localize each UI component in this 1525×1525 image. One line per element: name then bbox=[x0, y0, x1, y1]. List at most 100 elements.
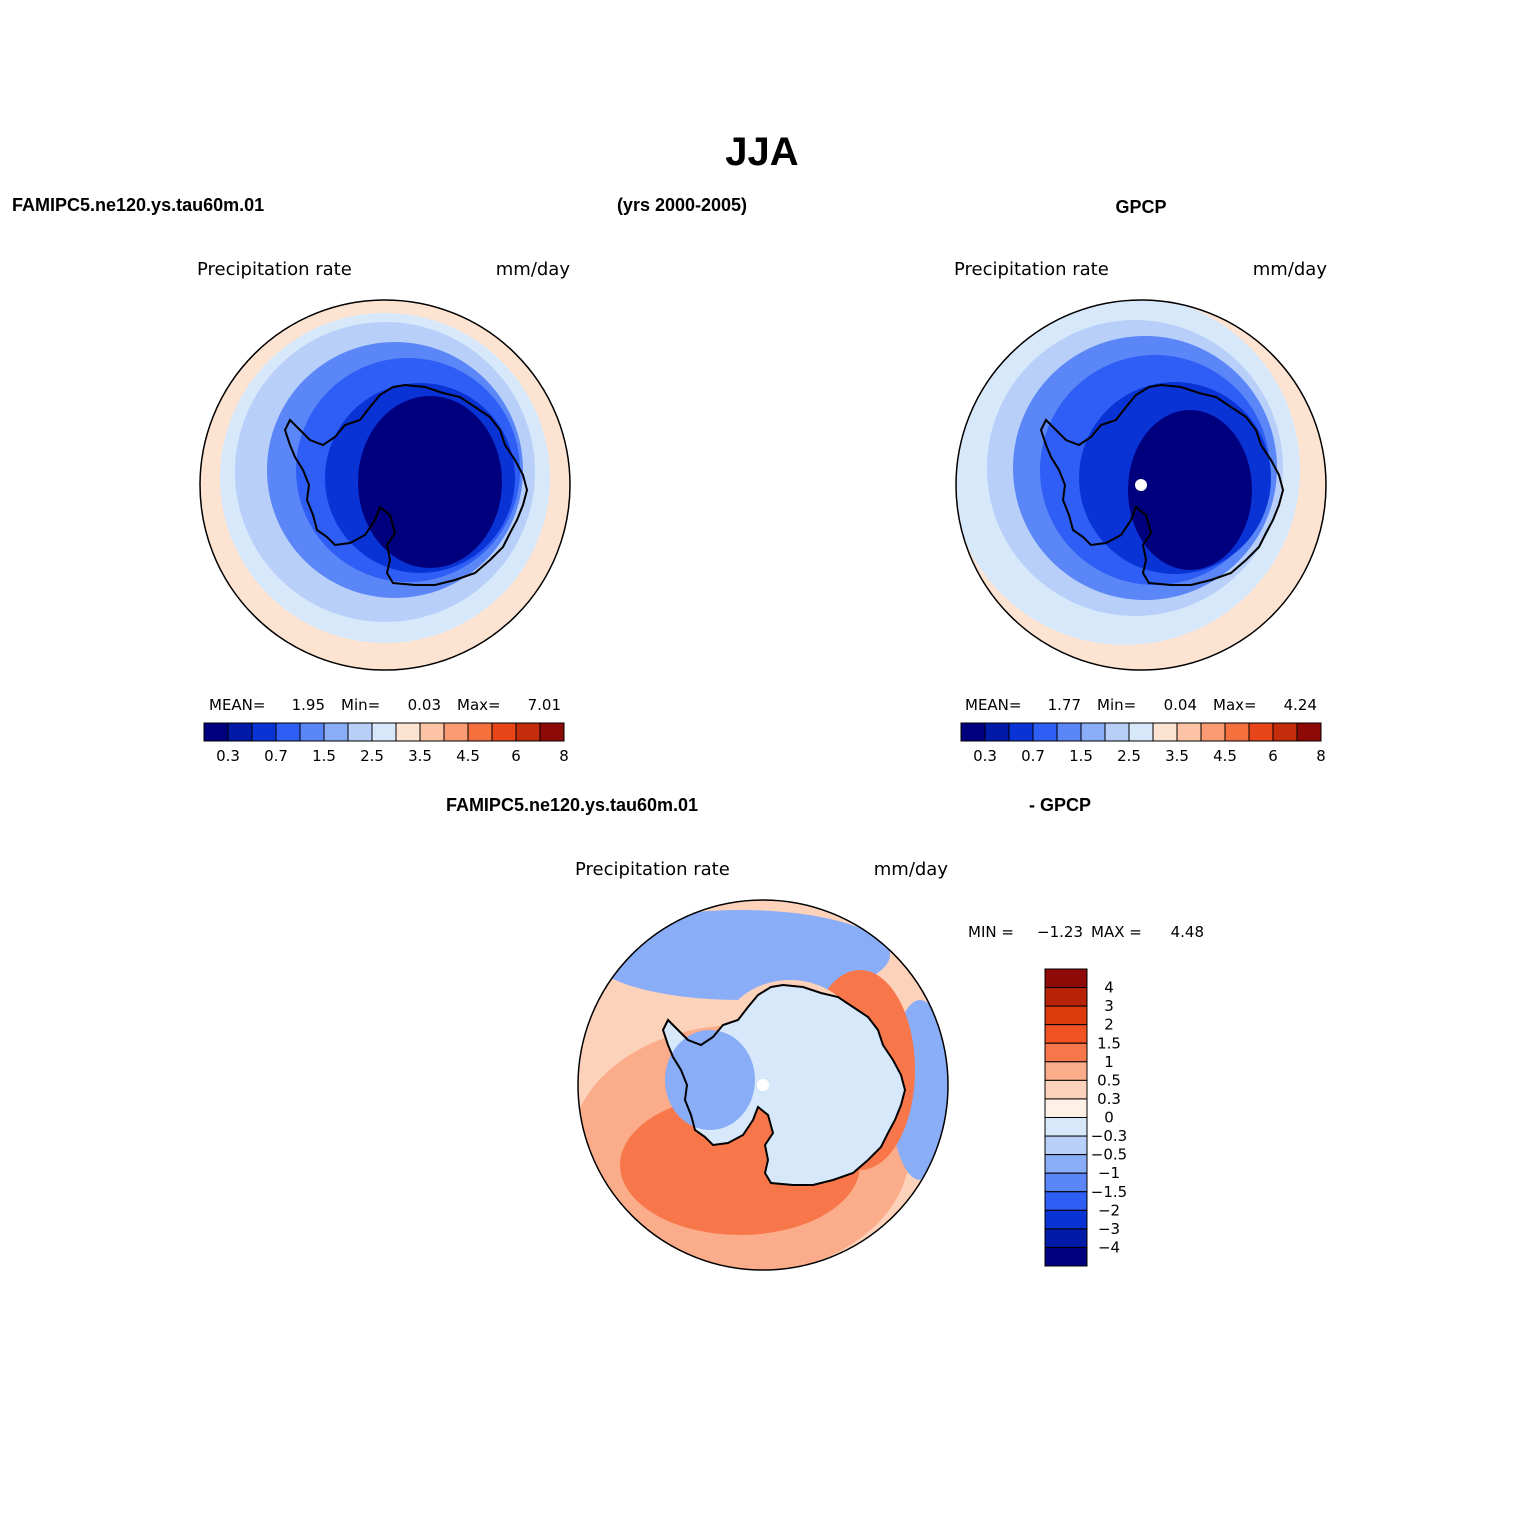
colorbar-swatch bbox=[539, 722, 565, 742]
colorbar-swatch bbox=[1044, 1191, 1088, 1211]
polar-map-difference bbox=[578, 900, 948, 1270]
max-label: Max= bbox=[1213, 696, 1257, 714]
colorbar-tick-label: 8 bbox=[1316, 747, 1326, 765]
colorbar-swatch bbox=[984, 722, 1010, 742]
units-label: mm/day bbox=[1253, 259, 1328, 280]
minmax-line: MIN = −1.23 MAX = 4.48 bbox=[968, 923, 1204, 941]
colorbar-swatch bbox=[491, 722, 517, 742]
colorbar-swatch bbox=[960, 722, 986, 742]
colorbar-tick-label: 0.5 bbox=[1097, 1071, 1121, 1089]
colorbar-swatch bbox=[1044, 1209, 1088, 1230]
colorbar-tick-label: 1.5 bbox=[1069, 747, 1093, 765]
units-label: mm/day bbox=[874, 859, 949, 880]
polar-map-model bbox=[200, 300, 570, 670]
case-name-top-left: FAMIPC5.ne120.ys.tau60m.01 bbox=[12, 195, 264, 215]
colorbar-tick-label: 0 bbox=[1104, 1109, 1114, 1127]
colorbar-swatch bbox=[1044, 1061, 1088, 1081]
mean-value: 1.77 bbox=[1048, 696, 1081, 714]
colorbar-tick-label: 2 bbox=[1104, 1016, 1114, 1034]
colorbar-top-left: 0.3 0.7 1.5 2.5 3.5 4.5 6 8 bbox=[203, 722, 569, 765]
max-label: Max= bbox=[457, 696, 501, 714]
colorbar-swatch bbox=[1044, 1024, 1088, 1044]
contour-fill bbox=[665, 1030, 755, 1130]
colorbar-swatch bbox=[1044, 1042, 1088, 1063]
map-border bbox=[199, 299, 571, 671]
colorbar-tick-label: −1 bbox=[1098, 1164, 1120, 1182]
years-label: (yrs 2000-2005) bbox=[617, 195, 747, 215]
colorbar-tick-label: 2.5 bbox=[360, 747, 384, 765]
colorbar-swatch bbox=[1152, 722, 1178, 742]
colorbar-swatch bbox=[1128, 722, 1154, 742]
colorbar-swatch bbox=[1296, 722, 1322, 742]
colorbar-swatch bbox=[1080, 722, 1106, 742]
colorbar-tick-label: −3 bbox=[1098, 1220, 1120, 1238]
colorbar-swatch bbox=[515, 722, 541, 742]
pole-marker bbox=[1135, 479, 1147, 491]
colorbar-swatch bbox=[1044, 1246, 1088, 1267]
colorbar-swatch bbox=[1044, 1005, 1088, 1026]
colorbar-swatch bbox=[467, 722, 493, 742]
colorbar-swatch bbox=[1248, 722, 1274, 742]
map-border bbox=[955, 299, 1327, 671]
colorbar-swatch bbox=[1056, 722, 1082, 742]
min-value: 0.03 bbox=[408, 696, 441, 714]
max-value: 4.48 bbox=[1171, 923, 1204, 941]
max-value: 4.24 bbox=[1284, 696, 1317, 714]
colorbar-tick-label: 2.5 bbox=[1117, 747, 1141, 765]
colorbar-swatch bbox=[395, 722, 421, 742]
stats-line: MEAN= 1.95 Min= 0.03 Max= 7.01 bbox=[209, 696, 561, 714]
max-label: MAX = bbox=[1091, 923, 1142, 941]
min-label: Min= bbox=[341, 696, 380, 714]
colorbar-swatch bbox=[323, 722, 349, 742]
colorbar-tick-label: 0.3 bbox=[973, 747, 997, 765]
contour-fill bbox=[1128, 410, 1252, 570]
mean-value: 1.95 bbox=[292, 696, 325, 714]
colorbar-swatch bbox=[1176, 722, 1202, 742]
panel-bottom-difference: FAMIPC5.ne120.ys.tau60m.01 - GPCP Precip… bbox=[446, 795, 1204, 1271]
contour-fill bbox=[358, 396, 502, 568]
colorbar-swatch bbox=[299, 722, 325, 742]
colorbar-swatch bbox=[371, 722, 397, 742]
max-value: 7.01 bbox=[528, 696, 561, 714]
colorbar-swatch bbox=[1044, 1079, 1088, 1100]
colorbar-tick-label: 0.7 bbox=[264, 747, 288, 765]
colorbar-tick-label: −2 bbox=[1098, 1201, 1120, 1219]
colorbar-tick-label: 6 bbox=[511, 747, 521, 765]
colorbar-swatch bbox=[203, 722, 229, 742]
colorbar-swatch bbox=[1032, 722, 1058, 742]
panel-top-right: Precipitation rate mm/day MEAN= 1.77 Min… bbox=[954, 259, 1328, 765]
colorbar-swatch bbox=[1044, 1172, 1088, 1193]
variable-label: Precipitation rate bbox=[197, 259, 352, 280]
colorbar-swatch bbox=[443, 722, 469, 742]
case-name-top-right: GPCP bbox=[1115, 197, 1166, 217]
figure-title: JJA bbox=[725, 130, 798, 174]
colorbar-tick-label: 4 bbox=[1104, 979, 1114, 997]
colorbar-swatch bbox=[1104, 722, 1130, 742]
colorbar-tick-label: 4.5 bbox=[456, 747, 480, 765]
colorbar-tick-label: −4 bbox=[1098, 1238, 1120, 1256]
colorbar-swatch bbox=[1044, 1117, 1088, 1137]
colorbar-tick-label: 3.5 bbox=[1165, 747, 1189, 765]
min-label: MIN = bbox=[968, 923, 1014, 941]
mean-label: MEAN= bbox=[965, 696, 1021, 714]
colorbar-swatch bbox=[1044, 968, 1088, 989]
colorbar-tick-label: −0.5 bbox=[1091, 1146, 1127, 1164]
colorbar-swatch bbox=[1008, 722, 1034, 742]
mean-label: MEAN= bbox=[209, 696, 265, 714]
panel-top-left: Precipitation rate mm/day MEAN= 1.95 Min… bbox=[197, 259, 571, 765]
colorbar-swatch bbox=[227, 722, 253, 742]
diff-name-bottom: - GPCP bbox=[1029, 795, 1091, 815]
variable-label: Precipitation rate bbox=[954, 259, 1109, 280]
polar-map-observed bbox=[956, 300, 1326, 670]
colorbar-swatch bbox=[1272, 722, 1298, 742]
colorbar-swatch bbox=[347, 722, 373, 742]
colorbar-swatch bbox=[275, 722, 301, 742]
colorbar-swatch bbox=[1044, 987, 1088, 1007]
colorbar-swatch bbox=[251, 722, 277, 742]
colorbar-swatch bbox=[419, 722, 445, 742]
units-label: mm/day bbox=[496, 259, 571, 280]
map-border bbox=[577, 899, 949, 1271]
colorbar-tick-label: 0.3 bbox=[1097, 1090, 1121, 1108]
